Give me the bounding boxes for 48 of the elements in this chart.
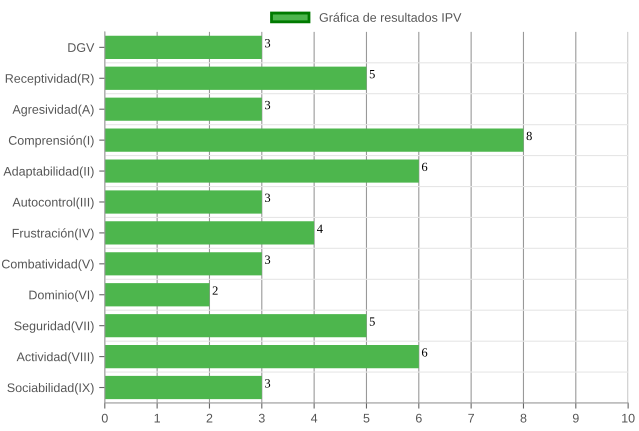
- bar: [104, 376, 262, 400]
- data-label: 6: [422, 162, 428, 172]
- bar: [104, 314, 366, 338]
- bar: [104, 252, 262, 276]
- data-label: 4: [316, 224, 323, 233]
- data-label: 5: [370, 317, 375, 326]
- bar: [104, 36, 262, 59]
- y-tick-label: Frustración(IV): [12, 228, 94, 240]
- y-tick-label: Autocontrol(III): [12, 197, 94, 210]
- x-tick-label: 6: [416, 414, 422, 423]
- x-tick-label: 7: [468, 414, 474, 422]
- y-tick-label: Sociabilidad(IX): [7, 382, 94, 395]
- bar: [104, 283, 210, 306]
- legend-label: Gráfica de resultados IPV: [320, 12, 462, 22]
- bar: [104, 98, 262, 121]
- bar: [104, 221, 314, 244]
- y-tick-label: Adaptabilidad(II): [3, 166, 94, 178]
- y-tick-label: Actividad(VIII): [16, 352, 94, 364]
- bar: [104, 128, 524, 152]
- x-tick-label: 8: [520, 414, 526, 423]
- bar: [104, 190, 262, 214]
- data-label: 6: [422, 348, 428, 357]
- x-tick-label: 9: [572, 414, 579, 423]
- x-tick-label: 1: [154, 414, 160, 422]
- y-tick-label: Receptividad(R): [6, 74, 94, 86]
- x-tick-label: 5: [363, 414, 370, 423]
- y-tick-label: Dominio(VI): [29, 290, 94, 302]
- y-tick-label: Agresividad(A): [12, 104, 94, 116]
- x-tick-label: 3: [258, 414, 265, 423]
- y-tick-label: DGV: [68, 43, 94, 52]
- bar: [104, 159, 419, 183]
- data-label: 3: [265, 255, 270, 264]
- y-tick-label: Comprensión(I): [8, 136, 94, 148]
- data-label: 8: [526, 132, 532, 140]
- x-tick-label: 0: [102, 414, 108, 423]
- x-tick-label: 2: [206, 414, 212, 422]
- bar: [104, 66, 366, 90]
- data-label: 5: [370, 70, 375, 78]
- data-label: 2: [212, 286, 218, 295]
- x-tick-label: 10: [622, 414, 635, 423]
- data-label: 3: [265, 100, 270, 110]
- x-tick-label: 4: [310, 414, 318, 422]
- y-tick-label: Combatividad(V): [2, 259, 94, 271]
- data-label: 3: [265, 379, 270, 388]
- y-tick-label: Seguridad(VII): [14, 321, 94, 333]
- data-label: 3: [265, 38, 270, 48]
- data-label: 3: [265, 194, 270, 202]
- bar: [104, 345, 419, 368]
